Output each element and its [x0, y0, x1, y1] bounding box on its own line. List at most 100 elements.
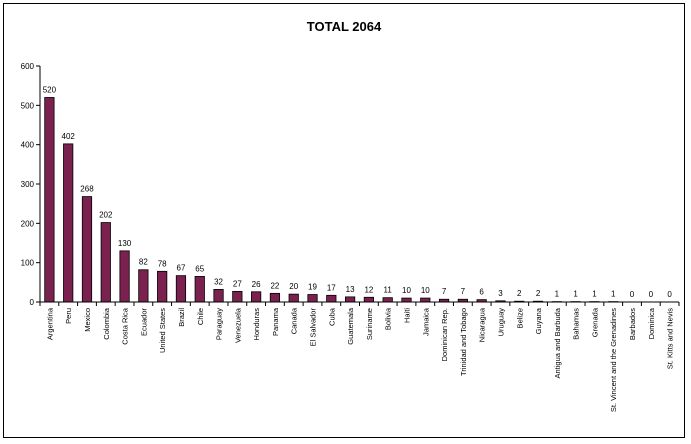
y-tick-label: 100: [21, 259, 35, 268]
data-label: 13: [346, 285, 355, 294]
x-tick-label: Uruguay: [496, 308, 505, 337]
data-label: 202: [99, 211, 113, 220]
x-tick-label: Bahamas: [572, 308, 581, 340]
data-label: 0: [649, 290, 654, 299]
data-label: 12: [364, 285, 373, 294]
data-label: 7: [461, 287, 466, 296]
data-label: 1: [573, 290, 578, 299]
data-label: 1: [611, 290, 616, 299]
x-tick-label: Venezuela: [233, 307, 242, 343]
data-label: 0: [667, 290, 672, 299]
bar: [326, 294, 337, 303]
data-label: 78: [158, 259, 167, 268]
data-label: 27: [233, 279, 242, 288]
x-tick-label: Belize: [515, 308, 524, 328]
chart-title: TOTAL 2064: [307, 19, 382, 34]
data-label: 17: [327, 283, 336, 292]
data-label: 2: [517, 289, 522, 298]
y-tick-label: 200: [21, 219, 35, 228]
data-label: 82: [139, 258, 148, 267]
data-label: 26: [252, 280, 261, 289]
data-label: 19: [308, 283, 317, 292]
data-label: 1: [555, 290, 560, 299]
chart-frame: TOTAL 2064 0 100 200 300 400 500 600 520 402 268 2…: [3, 3, 685, 438]
x-tick-label: Guyana: [534, 307, 543, 334]
bar: [157, 270, 168, 303]
bar: [420, 297, 431, 303]
y-tick-label: 600: [21, 62, 35, 71]
data-label: 11: [384, 286, 393, 295]
x-tick-label: Suriname: [365, 308, 374, 340]
x-tick-label: Cuba: [327, 307, 336, 326]
bar: [251, 291, 262, 303]
bar: [100, 222, 111, 303]
data-label: 402: [62, 132, 76, 141]
bar: [288, 293, 299, 303]
bar: [382, 297, 393, 303]
x-tick-label: Grenada: [590, 307, 599, 337]
data-label: 32: [214, 277, 223, 286]
bar: [213, 289, 224, 303]
x-tick-label: Honduras: [252, 308, 261, 341]
x-tick-label: Paraguay: [215, 308, 224, 340]
bar: [63, 143, 74, 303]
y-tick-label: 0: [30, 298, 35, 307]
bar: [44, 97, 55, 303]
data-label: 10: [421, 286, 430, 295]
x-tick-label: St. Vincent and the Grenadines: [609, 308, 618, 412]
x-tick-label: Costa Rica: [121, 307, 130, 345]
bar: [307, 294, 318, 303]
x-tick-label: Colombia: [102, 307, 111, 340]
x-tick-label: Mexico: [83, 308, 92, 332]
data-label: 130: [118, 239, 132, 248]
data-label: 65: [195, 264, 204, 273]
bar: [194, 276, 205, 303]
data-label: 2: [536, 289, 541, 298]
x-tick-label: Dominican Rep.: [440, 308, 449, 361]
x-tick-label: Peru: [64, 308, 73, 324]
x-tick-label: Bolivia: [384, 307, 393, 330]
bar: [232, 290, 243, 303]
bar: [81, 196, 93, 303]
x-tick-label: Trinidad and Tobago: [459, 308, 468, 376]
bar: [269, 292, 281, 303]
x-tick-label: Argentina: [45, 307, 54, 340]
x-tick-label: Jamaica: [421, 307, 430, 336]
data-label: 3: [498, 289, 503, 298]
data-label: 520: [43, 85, 57, 94]
y-tick-label: 500: [21, 101, 35, 110]
bar: [119, 250, 130, 303]
x-tick-label: Chile: [196, 308, 205, 325]
x-tick-label: Nicaragua: [478, 307, 487, 342]
x-tick-label: Panama: [271, 307, 280, 336]
x-tick-label: Antigua and Barbuda: [553, 307, 562, 378]
bar: [138, 269, 149, 303]
data-label: 6: [479, 288, 484, 297]
y-tick-label: 400: [21, 141, 35, 150]
data-label: 7: [442, 287, 447, 296]
data-label: 22: [270, 281, 279, 290]
x-tick-label: Guatemala: [346, 307, 355, 345]
x-tick-label: United States: [158, 308, 167, 353]
data-label: 1: [592, 290, 597, 299]
data-label: 67: [177, 264, 186, 273]
data-label: 10: [402, 286, 411, 295]
data-label: 20: [289, 282, 298, 291]
bar: [175, 275, 187, 303]
bar: [345, 296, 356, 303]
x-tick-label: Barbados: [628, 308, 637, 340]
x-tick-label: Dominica: [647, 307, 656, 339]
x-tick-label: Canada: [290, 307, 299, 334]
x-tick-label: Brazil: [177, 308, 186, 327]
x-tick-label: St. Kitts and Nevis: [666, 308, 675, 370]
x-tick-label: Haiti: [402, 308, 411, 323]
data-label: 0: [630, 290, 635, 299]
x-tick-label: Ecuador: [139, 308, 148, 336]
bar: [401, 297, 412, 303]
bar: [363, 296, 374, 303]
x-tick-label: El Salvador: [309, 308, 318, 347]
bar-chart: TOTAL 2064 01002003004005006005204022682…: [21, 19, 680, 412]
data-label: 268: [80, 185, 94, 194]
y-tick-label: 300: [21, 180, 35, 189]
